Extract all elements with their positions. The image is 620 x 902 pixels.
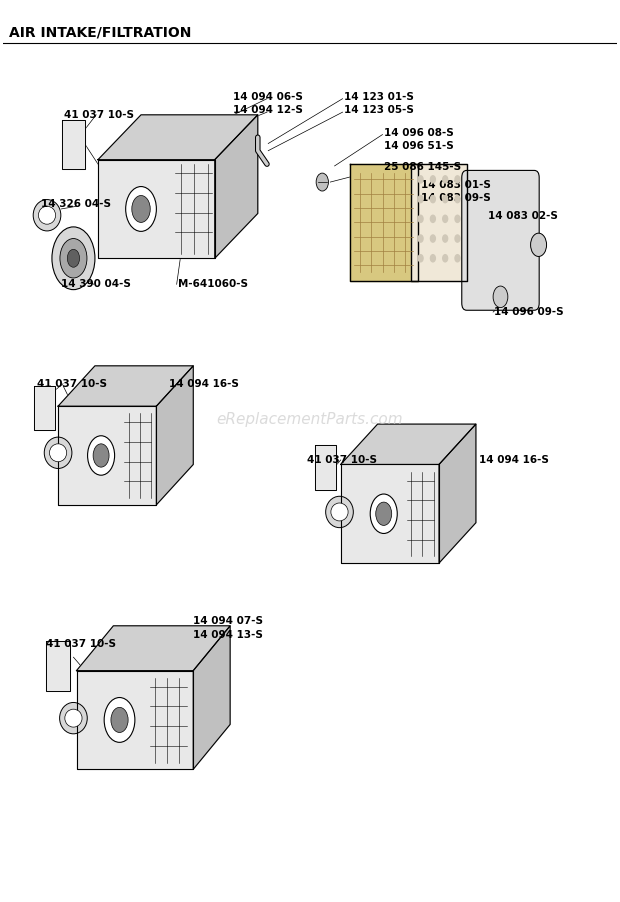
Circle shape — [104, 697, 135, 742]
Circle shape — [430, 196, 435, 203]
Text: AIR INTAKE/FILTRATION: AIR INTAKE/FILTRATION — [9, 25, 192, 39]
Text: 14 094 06-S: 14 094 06-S — [233, 92, 303, 102]
Text: 14 123 01-S: 14 123 01-S — [344, 92, 414, 102]
Text: 14 326 04-S: 14 326 04-S — [41, 199, 111, 209]
Circle shape — [132, 196, 150, 223]
Circle shape — [430, 254, 435, 262]
Text: M-641060-S: M-641060-S — [178, 280, 248, 290]
Polygon shape — [58, 366, 193, 406]
Circle shape — [418, 176, 423, 183]
Polygon shape — [215, 115, 258, 258]
Ellipse shape — [60, 703, 87, 734]
Text: 25 086 145-S: 25 086 145-S — [384, 161, 461, 171]
Text: 14 094 07-S: 14 094 07-S — [193, 616, 264, 626]
Circle shape — [370, 494, 397, 533]
Text: 14 094 12-S: 14 094 12-S — [233, 106, 303, 115]
Text: 14 390 04-S: 14 390 04-S — [61, 280, 131, 290]
Circle shape — [455, 235, 460, 242]
Circle shape — [418, 235, 423, 242]
Ellipse shape — [50, 444, 67, 462]
Text: 14 094 16-S: 14 094 16-S — [169, 379, 239, 389]
Text: 41 037 10-S: 41 037 10-S — [64, 110, 134, 120]
Polygon shape — [34, 385, 55, 430]
Polygon shape — [98, 115, 258, 160]
Ellipse shape — [65, 709, 82, 727]
Circle shape — [87, 436, 115, 475]
FancyBboxPatch shape — [462, 170, 539, 310]
Text: 14 096 08-S: 14 096 08-S — [384, 128, 453, 138]
Circle shape — [443, 216, 448, 223]
Text: 14 096 09-S: 14 096 09-S — [494, 307, 564, 317]
Text: eReplacementParts.com: eReplacementParts.com — [216, 412, 404, 428]
Circle shape — [455, 216, 460, 223]
Circle shape — [430, 176, 435, 183]
Ellipse shape — [44, 437, 72, 468]
Text: 41 037 10-S: 41 037 10-S — [46, 639, 116, 649]
Polygon shape — [156, 366, 193, 505]
Circle shape — [443, 254, 448, 262]
Circle shape — [430, 216, 435, 223]
Polygon shape — [412, 164, 467, 281]
Circle shape — [531, 233, 547, 256]
Circle shape — [443, 196, 448, 203]
Circle shape — [455, 176, 460, 183]
Text: 14 094 16-S: 14 094 16-S — [479, 455, 549, 465]
Polygon shape — [62, 120, 85, 169]
Text: 14 123 05-S: 14 123 05-S — [344, 106, 414, 115]
Polygon shape — [76, 670, 193, 769]
Circle shape — [316, 173, 329, 191]
Polygon shape — [193, 626, 230, 769]
Circle shape — [418, 254, 423, 262]
Circle shape — [418, 216, 423, 223]
Circle shape — [376, 502, 392, 525]
Circle shape — [60, 238, 87, 278]
Circle shape — [443, 176, 448, 183]
Circle shape — [68, 249, 79, 267]
Ellipse shape — [326, 496, 353, 528]
Circle shape — [430, 235, 435, 242]
Text: 14 096 51-S: 14 096 51-S — [384, 142, 453, 152]
Polygon shape — [341, 465, 439, 563]
Polygon shape — [314, 445, 336, 490]
Ellipse shape — [38, 207, 56, 225]
Polygon shape — [439, 424, 476, 563]
Circle shape — [455, 254, 460, 262]
Text: 14 094 13-S: 14 094 13-S — [193, 630, 263, 640]
Circle shape — [455, 196, 460, 203]
Circle shape — [52, 227, 95, 290]
Ellipse shape — [331, 503, 348, 521]
Circle shape — [111, 707, 128, 732]
Circle shape — [93, 444, 109, 467]
Text: 14 083 01-S: 14 083 01-S — [420, 179, 490, 189]
Polygon shape — [350, 164, 417, 281]
Text: 41 037 10-S: 41 037 10-S — [307, 455, 377, 465]
Polygon shape — [46, 641, 70, 691]
Circle shape — [443, 235, 448, 242]
Text: 14 083 09-S: 14 083 09-S — [420, 193, 490, 203]
Polygon shape — [98, 160, 215, 258]
Text: 41 037 10-S: 41 037 10-S — [37, 379, 107, 389]
Circle shape — [493, 286, 508, 308]
Circle shape — [126, 187, 156, 232]
Text: 14 083 02-S: 14 083 02-S — [488, 211, 558, 221]
Polygon shape — [341, 424, 476, 465]
Polygon shape — [76, 626, 230, 670]
Ellipse shape — [33, 199, 61, 231]
Circle shape — [418, 196, 423, 203]
Polygon shape — [58, 406, 156, 505]
